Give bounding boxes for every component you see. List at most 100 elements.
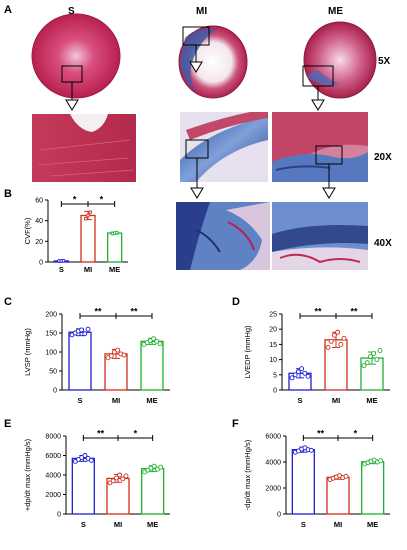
micrograph-me-40x <box>272 202 368 270</box>
bar-mi <box>80 214 96 263</box>
significance-label: ** <box>317 429 325 439</box>
category-label: ME <box>109 265 120 274</box>
significance-label: ** <box>130 307 138 317</box>
chart-d: 0 5 10 15 20 25 LVEDP (mmHg) S MI ME ** ** <box>243 307 390 405</box>
data-point <box>371 351 377 356</box>
bar-s <box>71 457 95 515</box>
data-point <box>299 366 305 372</box>
data-point <box>289 375 295 381</box>
y-tick-label: 200 <box>45 312 57 319</box>
data-point <box>151 336 157 342</box>
panel-label-a: A <box>4 4 12 16</box>
category-label: MI <box>334 520 342 529</box>
data-point <box>377 348 383 353</box>
category-label: ME <box>146 396 157 405</box>
category-label: S <box>297 396 302 405</box>
column-label-mi: MI <box>196 6 208 17</box>
significance-label: * <box>73 195 77 205</box>
y-tick-label: 0 <box>57 512 61 519</box>
significance-label: ** <box>97 429 105 439</box>
micrograph-s-20x <box>32 114 136 182</box>
micrograph-me-5x <box>303 21 377 99</box>
category-label: S <box>77 396 82 405</box>
arrow-me <box>311 99 325 111</box>
data-point <box>158 464 164 470</box>
y-tick-label: 0 <box>53 388 57 395</box>
data-point <box>154 338 160 344</box>
panel-label-f: F <box>232 418 239 430</box>
data-point <box>88 210 93 215</box>
data-point <box>292 372 298 378</box>
y-axis-label: +dp/dt max (mmHg/s) <box>23 438 32 511</box>
significance-label: * <box>100 195 104 205</box>
data-point <box>361 363 367 369</box>
data-point <box>61 258 66 263</box>
y-tick-label: 8000 <box>45 434 61 441</box>
y-axis-label: CVF(%) <box>23 217 32 244</box>
arrow-me-20x <box>322 187 336 199</box>
data-point <box>328 338 334 344</box>
data-point <box>110 478 116 484</box>
category-label: ME <box>366 396 377 405</box>
significance-label: ** <box>94 307 102 317</box>
y-tick-label: 6000 <box>265 434 281 441</box>
significance-label: * <box>354 429 358 439</box>
chart-c: 0 50 100 150 200 LVSP (mmHg) S MI ME ** ** <box>23 307 170 405</box>
panel-label-b: B <box>4 188 12 200</box>
panel-label-c: C <box>4 296 12 308</box>
y-tick-label: 60 <box>35 198 43 205</box>
data-point <box>331 332 337 338</box>
micrograph-s-5x <box>31 13 121 99</box>
data-point <box>82 453 88 458</box>
y-tick-label: 10 <box>269 357 277 364</box>
data-point <box>325 344 331 350</box>
magnification-20x: 20X <box>374 152 392 163</box>
significance-label: ** <box>350 307 358 317</box>
y-tick-label: 25 <box>269 312 277 319</box>
micrograph-mi-40x <box>176 202 270 270</box>
bar-me <box>141 468 165 515</box>
category-label: MI <box>332 396 340 405</box>
micrograph-mi-20x <box>180 112 268 182</box>
data-point <box>343 473 349 479</box>
bar-me <box>107 232 123 263</box>
panel-label-d: D <box>232 296 240 308</box>
data-point <box>121 352 127 358</box>
data-point <box>115 230 119 235</box>
data-point <box>308 447 314 453</box>
category-label: S <box>81 520 86 529</box>
category-label: MI <box>112 396 120 405</box>
data-point <box>85 326 91 332</box>
micrograph-mi-5x <box>178 25 248 99</box>
y-tick-label: 2000 <box>45 492 61 499</box>
category-label: S <box>301 520 306 529</box>
y-axis-label: LVEDP (mmHg) <box>243 325 252 379</box>
y-tick-label: 5 <box>273 372 277 379</box>
chart-b: 0 20 40 60 CVF(%) S MI ME * * <box>23 195 128 274</box>
micrograph-me-20x <box>272 112 368 182</box>
data-point <box>82 331 88 337</box>
data-point <box>115 347 121 353</box>
category-label: MI <box>84 265 92 274</box>
bar-s <box>68 331 92 391</box>
data-point <box>302 370 308 376</box>
column-label-me: ME <box>328 6 343 17</box>
data-point <box>305 373 311 379</box>
arrow-mi-20x <box>190 187 204 199</box>
panel-label-e: E <box>4 418 12 430</box>
data-point <box>83 216 88 221</box>
data-point <box>123 473 129 479</box>
magnification-5x: 5X <box>378 56 391 67</box>
data-point <box>367 354 373 360</box>
y-tick-label: 4000 <box>265 460 281 467</box>
y-tick-label: 40 <box>35 218 43 225</box>
y-tick-label: 2000 <box>265 486 281 493</box>
y-tick-label: 15 <box>269 342 277 349</box>
data-point <box>335 329 341 335</box>
y-tick-label: 4000 <box>45 473 61 480</box>
significance-label: * <box>134 429 138 439</box>
y-tick-label: 20 <box>35 239 43 246</box>
data-point <box>338 341 344 347</box>
bar-s <box>291 448 315 515</box>
